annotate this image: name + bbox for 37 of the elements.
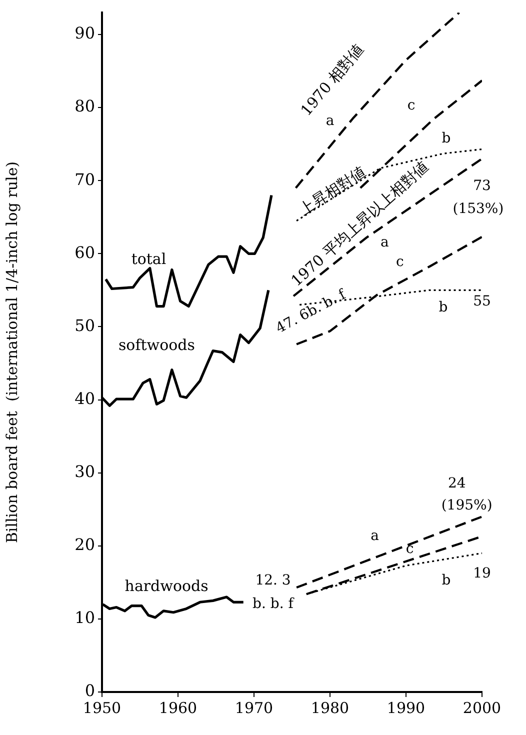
annotation: 73 <box>473 178 491 194</box>
series-label: total <box>131 250 166 268</box>
x-tick-label: 1980 <box>310 698 350 717</box>
y-tick-label: 20 <box>74 535 95 554</box>
y-axis-title: Billion board feet (international 1/4-inch log rule) <box>2 161 21 544</box>
x-tick-label: 2000 <box>462 698 502 717</box>
annotation: b. b. f <box>252 596 296 612</box>
y-tick-label: 40 <box>74 388 95 408</box>
annotation: b <box>442 130 451 147</box>
y-tick-label: 80 <box>74 96 95 116</box>
y-tick-label: 70 <box>74 170 95 189</box>
series-label: hardwoods <box>124 576 208 595</box>
annotation: 12. 3 <box>255 572 291 589</box>
annotation: 19 <box>473 565 491 582</box>
annotation: 24 <box>448 475 466 492</box>
annotation: c <box>407 98 416 114</box>
annotation: a <box>370 528 380 544</box>
y-tick-label: 90 <box>74 24 95 43</box>
annotation: 55 <box>473 294 491 310</box>
x-tick-label: 1960 <box>158 698 198 717</box>
y-tick-label: 30 <box>74 462 95 481</box>
annotation: c <box>406 541 414 558</box>
annotation: (195%) <box>441 497 492 514</box>
series-label: softwoods <box>118 336 195 354</box>
y-tick-label: 60 <box>74 242 95 262</box>
annotation: a <box>326 113 334 130</box>
y-tick-label: 10 <box>74 608 95 628</box>
annotation: c <box>396 254 404 270</box>
annotation: (153%) <box>452 200 504 217</box>
x-tick-label: 1990 <box>386 698 426 717</box>
x-tick-label: 1950 <box>82 698 122 717</box>
annotation: b <box>442 572 451 589</box>
y-tick-label: 0 <box>84 681 95 700</box>
annotation: b <box>438 299 448 316</box>
x-tick-label: 1970 <box>234 698 274 717</box>
y-tick-label: 50 <box>74 316 95 335</box>
annotation: a <box>380 234 389 250</box>
